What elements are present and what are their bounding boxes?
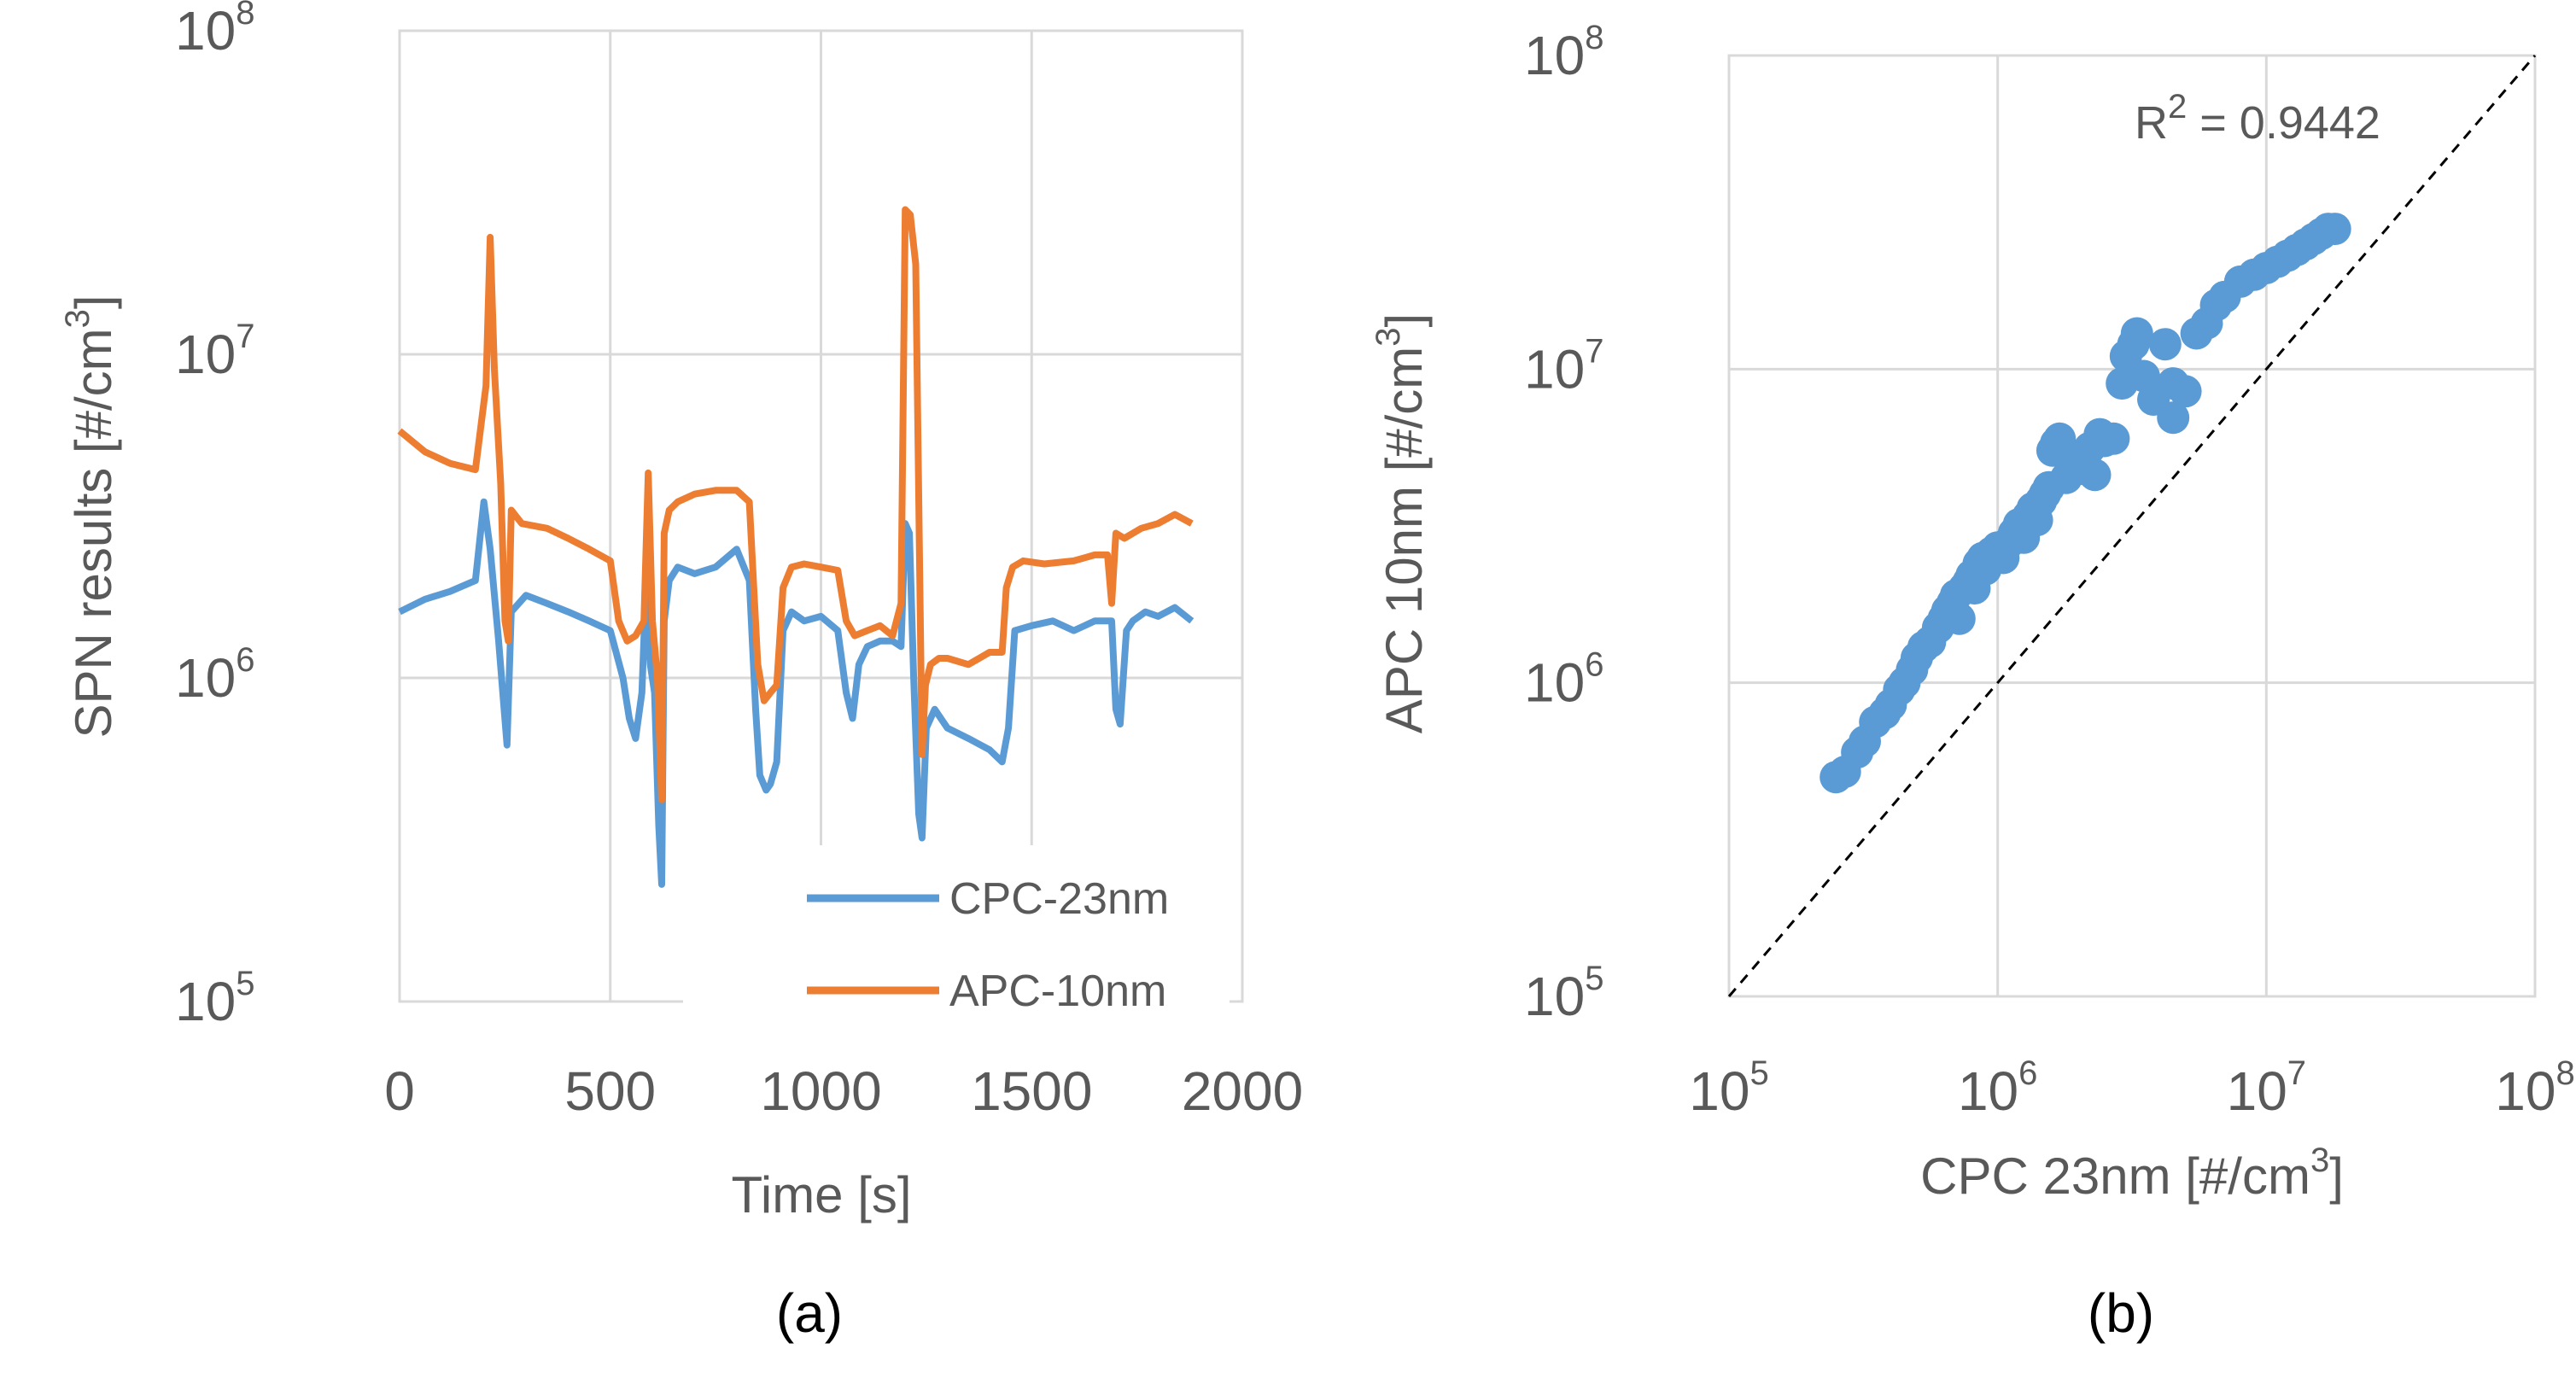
panel-b-y-tick-1e8-base: 10 (1524, 25, 1585, 86)
panel-b-x-axis-title-main: CPC 23nm [#/cm (1920, 1147, 2310, 1205)
panel-b-x-tick-1e5: 105 (1689, 1054, 1768, 1122)
panel-a-legend: CPC-23nm APC-10nm (683, 845, 1230, 1042)
panel-b-x-tick-1e5-exponent: 5 (1749, 1054, 1768, 1092)
panel-a-x-tick-500: 500 (564, 1060, 656, 1122)
panel-b-x-tick-1e6-base: 10 (1958, 1060, 2018, 1122)
panel-b-y-tick-1e8: 108 (1524, 19, 1603, 86)
series-line-cpc-23nm (398, 498, 1195, 888)
panel-a-y-tick-1e6-exponent: 6 (236, 641, 254, 679)
panel-b-one-to-one-dashed-line (1727, 55, 2537, 997)
panel-b-y-tick-1e5-base: 10 (1524, 966, 1585, 1027)
panel-b-y-axis-title-main: APC 10nm [#/cm (1376, 347, 1433, 734)
panel-b-x-tick-1e6-exponent: 6 (2018, 1054, 2037, 1092)
panel-b-x-axis-title-superscript: 3 (2310, 1142, 2329, 1179)
panel-a-y-axis-title-superscript: 3 (59, 309, 96, 328)
panel-b-x-axis-title: CPC 23nm [#/cm3] (1920, 1142, 2344, 1205)
panel-b-x-tick-1e7: 107 (2227, 1054, 2306, 1122)
series-line-apc-10nm (397, 206, 1194, 803)
scatter-point (2078, 458, 2112, 492)
panel-a-y-tick-1e8-exponent: 8 (236, 0, 254, 32)
panel-a-x-tick-1500: 1500 (971, 1060, 1092, 1122)
panel-b-y-tick-1e7: 107 (1524, 332, 1603, 400)
panel-b-x-tick-1e6: 106 (1958, 1054, 2037, 1122)
panel-b-x-tick-1e5-base: 10 (1689, 1060, 1749, 1122)
panel-b-y-tick-1e7-exponent: 7 (1585, 332, 1603, 370)
legend-label-cpc-23nm: CPC-23nm (949, 874, 1169, 924)
scatter-point (2157, 401, 2190, 435)
panel-b-y-tick-1e5-exponent: 5 (1585, 960, 1603, 997)
panel-b-scatter-points (1820, 213, 2351, 794)
panel-b-x-tick-1e8-exponent: 8 (2556, 1054, 2574, 1092)
panel-b-r-squared-value: = 0.9442 (2187, 97, 2380, 149)
panel-a-y-tick-1e8: 108 (175, 0, 254, 61)
panel-a-x-tick-0: 0 (384, 1060, 415, 1122)
panel-a-y-tick-1e6-base: 10 (175, 647, 236, 709)
scatter-point (2169, 375, 2202, 408)
panel-a-y-axis-title: SPN results [#/cm3] (59, 295, 122, 738)
panel-b-y-tick-1e5: 105 (1524, 960, 1603, 1027)
panel-a-gridlines (400, 31, 1242, 1002)
panel-b-y-axis-title-superscript: 3 (1370, 327, 1407, 346)
panel-a-y-tick-1e5-base: 10 (175, 971, 236, 1032)
panel-b-x-tick-1e7-base: 10 (2227, 1060, 2287, 1122)
panel-a-x-tick-2000: 2000 (1182, 1060, 1303, 1122)
scatter-point (2148, 328, 2182, 361)
scatter-point (2117, 328, 2150, 361)
panel-b-y-tick-1e8-exponent: 8 (1585, 19, 1603, 56)
panel-a-y-tick-1e5: 105 (175, 965, 254, 1032)
panel-a-y-tick-1e5-exponent: 5 (236, 965, 254, 1002)
legend-label-apc-10nm: APC-10nm (949, 966, 1166, 1016)
panel-b-y-tick-1e6-base: 10 (1524, 652, 1585, 714)
panel-b-y-tick-1e7-base: 10 (1524, 338, 1585, 400)
panel-a-y-tick-1e7-base: 10 (175, 324, 236, 385)
panel-a-y-tick-1e8-base: 10 (175, 0, 236, 61)
panel-b-x-tick-1e8: 108 (2495, 1054, 2574, 1122)
panel-b-x-tick-1e8-base: 10 (2495, 1060, 2556, 1122)
panel-a-y-tick-1e7: 107 (175, 318, 254, 385)
panel-a-caption: (a) (776, 1282, 843, 1344)
panel-b-y-tick-1e6: 106 (1524, 646, 1603, 714)
panel-a-y-axis-title-end: ] (65, 295, 122, 309)
panel-b-y-axis-title-end: ] (1376, 313, 1433, 328)
panel-a-y-axis-title-main: SPN results [#/cm (65, 328, 122, 738)
scatter-point (2318, 213, 2351, 246)
panel-a-legend-background (683, 845, 1230, 1042)
panel-a-x-tick-labels: 0 500 1000 1500 2000 (384, 1060, 1303, 1122)
panel-a-x-tick-1000: 1000 (760, 1060, 881, 1122)
panel-b-r-squared-prefix: R (2135, 97, 2168, 149)
panel-a-y-tick-1e7-exponent: 7 (236, 318, 254, 355)
panel-b-caption: (b) (2088, 1282, 2154, 1344)
panel-b-x-tick-labels: 105 106 107 108 (1689, 1054, 2574, 1122)
panel-b-r-squared-superscript: 2 (2168, 88, 2187, 126)
panel-a-y-tick-1e6: 106 (175, 641, 254, 709)
scatter-point (1942, 602, 1976, 635)
panel-b-plot-frame (1727, 54, 2537, 998)
panel-b-r-squared-annotation: R2 = 0.9442 (2135, 88, 2380, 149)
panel-b-x-axis-title-end: ] (2329, 1147, 2344, 1205)
panel-a-x-axis-title: Time [s] (731, 1166, 911, 1223)
scatter-point (2097, 422, 2130, 455)
panel-b-y-tick-1e6-exponent: 6 (1585, 646, 1603, 684)
panel-b-x-tick-1e7-exponent: 7 (2287, 1054, 2306, 1092)
panel-a-series-group (397, 206, 1195, 888)
panel-b-y-axis-title: APC 10nm [#/cm3] (1370, 313, 1433, 733)
